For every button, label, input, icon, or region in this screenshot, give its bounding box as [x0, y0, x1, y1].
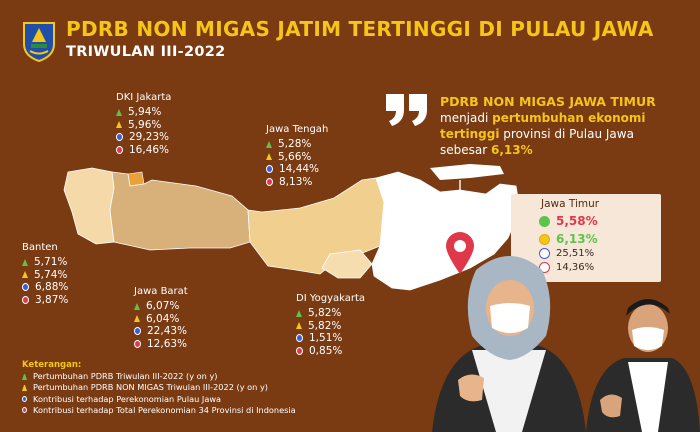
drop-icon [266, 177, 273, 186]
region-yogyakarta: DI Yogyakarta 5,82% 5,82% 1,51% 0,85% [296, 293, 365, 357]
drop-icon [266, 165, 273, 174]
up-arrow-icon [22, 385, 27, 391]
drop-icon [22, 407, 27, 414]
up-arrow-icon [22, 373, 27, 380]
map-dki [127, 171, 145, 187]
up-arrow-icon [134, 303, 140, 311]
up-arrow-icon [22, 259, 28, 267]
legend: Keterangan: Pertumbuhan PDRB Triwulan II… [22, 360, 296, 416]
region-dki-jakarta: DKI Jakarta 5,94% 5,96% 29,23% 16,46% [116, 92, 171, 156]
up-arrow-icon [22, 271, 28, 279]
up-arrow-icon [266, 153, 272, 161]
contrib-indonesia: 8,13% [279, 175, 313, 188]
region-name: DI Yogyakarta [296, 293, 366, 304]
growth-pdrb: 6,07% [146, 300, 180, 313]
region-jawa-tengah: Jawa Tengah 5,28% 5,66% 14,44% 8,13% [266, 124, 328, 188]
map-madura [430, 164, 504, 180]
region-name: Jawa Tengah [266, 124, 329, 135]
legend-item: Kontribusi terhadap Total Perekonomian 3… [33, 404, 296, 415]
quote-line-4b: 6,13% [491, 143, 533, 157]
contrib-indonesia: 0,85% [309, 344, 343, 357]
page-subtitle: TRIWULAN III-2022 [66, 44, 226, 60]
growth-nonmigas: 5,96% [128, 118, 162, 131]
drop-icon [296, 346, 303, 355]
drop-icon [539, 248, 550, 259]
quote-line-2b: pertumbuhan ekonomi [492, 111, 646, 125]
growth-pdrb: 5,94% [128, 106, 162, 119]
java-map [63, 164, 520, 291]
contrib-java: 6,88% [35, 281, 69, 294]
growth-pdrb: 5,58% [556, 214, 598, 228]
officials-illustration [432, 256, 700, 432]
drop-icon [116, 133, 123, 142]
drop-icon [22, 396, 27, 403]
region-banten: Banten 5,71% 5,74% 6,88% 3,87% [22, 242, 68, 306]
map-banten [63, 167, 115, 245]
growth-nonmigas: 6,04% [146, 312, 180, 325]
quote-line-2a: menjadi [440, 111, 493, 125]
up-arrow-icon [539, 233, 550, 245]
growth-pdrb: 5,28% [278, 138, 312, 151]
page-title: PDRB NON MIGAS JATIM TERTINGGI DI PULAU … [66, 17, 654, 41]
drop-icon [134, 327, 141, 336]
contrib-java: 25,51% [556, 248, 595, 259]
drop-icon [22, 295, 29, 304]
drop-icon [134, 339, 141, 348]
up-arrow-icon [539, 215, 550, 227]
map-jawa-timur [371, 171, 520, 291]
drop-icon [296, 334, 303, 343]
legend-item: Pertumbuhan PDRB Triwulan III-2022 (y on… [33, 371, 218, 382]
region-name: Jawa Timur [541, 198, 600, 210]
headline-quote: PDRB NON MIGAS JAWA TIMUR menjadi pertum… [440, 94, 690, 158]
contrib-indonesia: 14,36% [556, 262, 595, 273]
growth-nonmigas: 5,66% [278, 150, 312, 163]
province-emblem-icon [23, 22, 55, 62]
region-name: Banten [22, 242, 58, 253]
region-jawa-barat: Jawa Barat 6,07% 6,04% 22,43% 12,63% [134, 286, 188, 350]
legend-item: Pertumbuhan PDRB NON MIGAS Triwulan III-… [33, 382, 269, 393]
contrib-indonesia: 12,63% [147, 337, 188, 350]
growth-nonmigas: 6,13% [556, 232, 598, 246]
region-name: DKI Jakarta [116, 92, 172, 103]
growth-pdrb: 5,82% [308, 307, 342, 320]
quote-line-1: PDRB NON MIGAS JAWA TIMUR [440, 94, 656, 109]
legend-title: Keterangan: [22, 360, 82, 370]
drop-icon [539, 262, 550, 273]
up-arrow-icon [296, 322, 302, 330]
growth-pdrb: 5,71% [34, 256, 68, 269]
map-yogyakarta [321, 249, 373, 279]
contrib-indonesia: 16,46% [129, 143, 170, 156]
legend-item: Kontribusi terhadap Perekonomian Pulau J… [33, 393, 222, 404]
growth-nonmigas: 5,74% [34, 268, 68, 281]
drop-icon [22, 283, 29, 292]
up-arrow-icon [134, 315, 140, 323]
quote-line-3a: tertinggi [440, 127, 500, 141]
contrib-indonesia: 3,87% [35, 293, 69, 306]
up-arrow-icon [116, 121, 122, 129]
contrib-java: 1,51% [309, 332, 343, 345]
region-name: Jawa Barat [134, 286, 188, 297]
contrib-java: 22,43% [147, 325, 188, 338]
contrib-java: 29,23% [129, 131, 170, 144]
quote-line-4a: sebesar [440, 143, 491, 157]
growth-nonmigas: 5,82% [308, 319, 342, 332]
drop-icon [116, 145, 123, 154]
contrib-java: 14,44% [279, 163, 320, 176]
up-arrow-icon [266, 141, 272, 149]
quote-line-3b: provinsi di Pulau Jawa [499, 127, 634, 141]
quote-icon [386, 94, 427, 126]
up-arrow-icon [116, 109, 122, 117]
up-arrow-icon [296, 310, 302, 318]
map-pin-icon [446, 232, 474, 274]
